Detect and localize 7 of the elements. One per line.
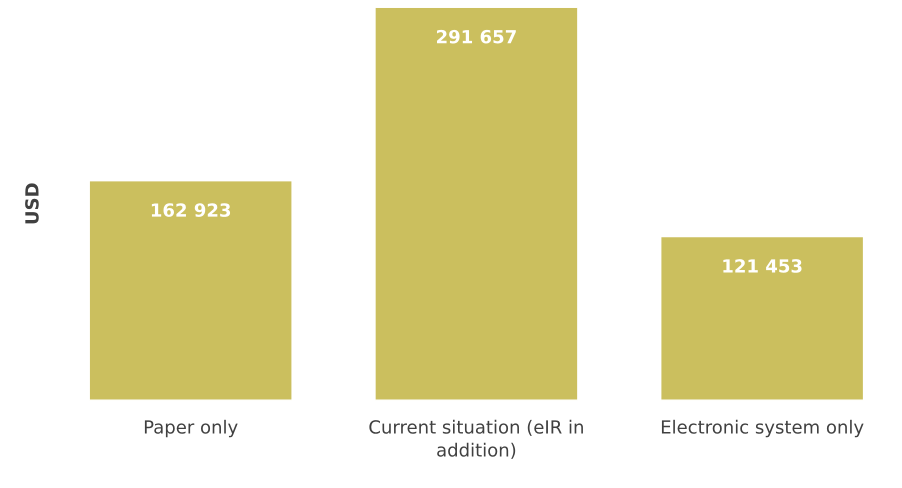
x-tick-label: Paper only [144, 420, 238, 438]
data-label: 121 453 [723, 259, 802, 273]
y-axis-title: USD [25, 183, 39, 224]
data-label: 162 923 [152, 203, 230, 217]
x-tick-label: Electronic system only [662, 420, 864, 438]
data-label: 291 657 [437, 30, 516, 44]
x-tick-label: Current situation (eIR in addition) [369, 420, 583, 459]
